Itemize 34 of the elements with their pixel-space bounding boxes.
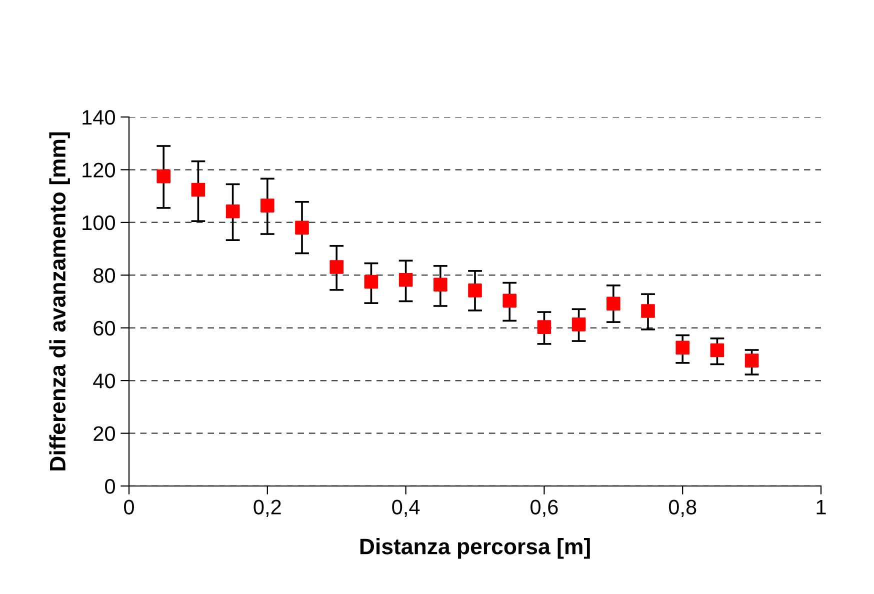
point (295, 220, 309, 235)
point (710, 343, 724, 358)
point (226, 204, 240, 218)
point (468, 284, 482, 298)
y-tick-label: 20 (94, 426, 115, 442)
point (572, 318, 586, 332)
x-axis-title: Distanza percorsa [m] (360, 538, 590, 559)
point (260, 198, 274, 212)
x-tick-label: 0,4 (392, 500, 420, 517)
y-tick-label: 120 (82, 162, 115, 178)
y-tick-label: 60 (94, 320, 115, 336)
point (433, 278, 448, 292)
point (606, 296, 620, 311)
x-tick-label: 0,2 (254, 500, 281, 517)
point (537, 320, 552, 334)
y-tick-label: 100 (82, 215, 115, 230)
point (398, 272, 413, 287)
y-tick-label: 0 (105, 479, 115, 494)
point (676, 340, 690, 355)
y-tick-label: 80 (94, 268, 115, 283)
point (191, 182, 206, 197)
point (744, 354, 759, 368)
y-axis-title: Differenza di avanzamento [mm] (49, 132, 70, 470)
point (502, 294, 517, 308)
x-tick-label: 0,8 (668, 500, 696, 517)
point (156, 169, 171, 184)
point (364, 274, 378, 289)
point (330, 260, 344, 274)
y-tick-label: 40 (93, 374, 115, 388)
x-tick-label: 0,6 (530, 500, 558, 517)
x-tick-label: 0 (124, 500, 134, 514)
x-tick-label: 1 (816, 500, 826, 514)
point (641, 304, 655, 318)
y-tick-label: 140 (82, 110, 115, 125)
